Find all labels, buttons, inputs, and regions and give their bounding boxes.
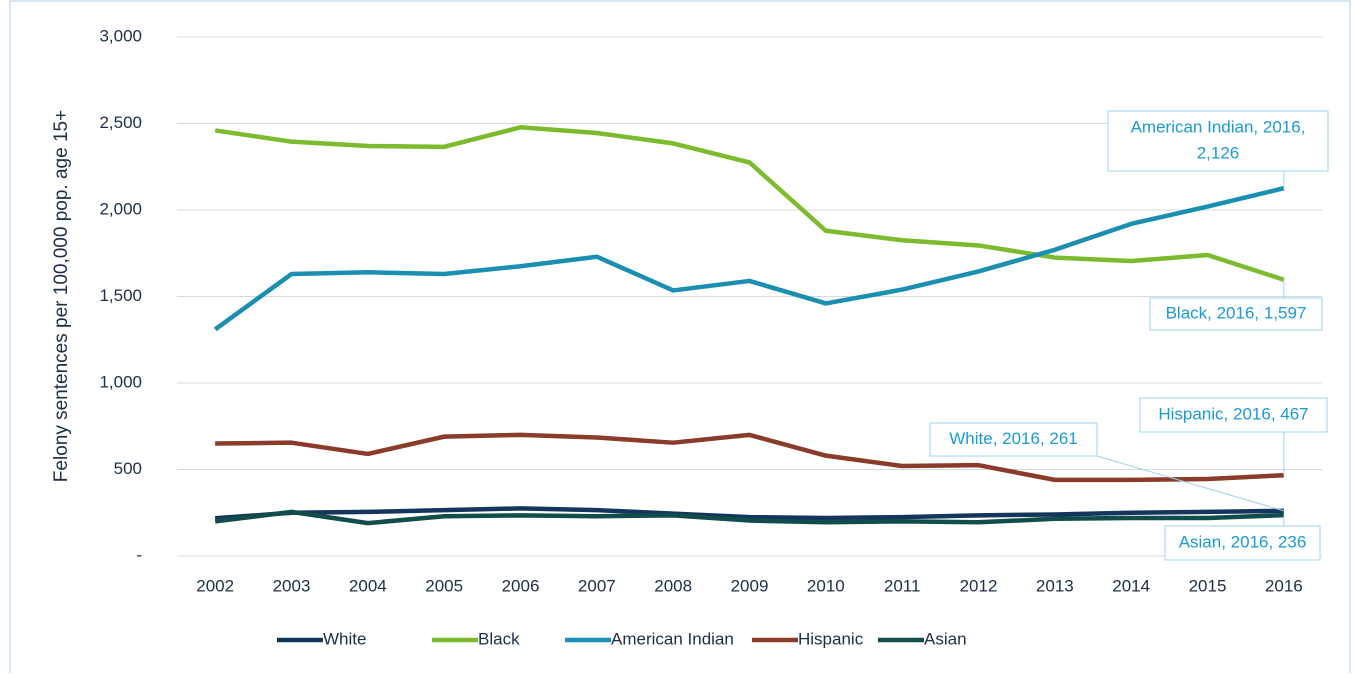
x-tick-label: 2010: [807, 576, 845, 595]
x-tick-label: 2016: [1265, 576, 1303, 595]
x-tick-label: 2008: [654, 576, 692, 595]
x-tick-label: 2011: [884, 576, 921, 595]
legend-label: Black: [478, 629, 520, 648]
x-tick-label: 2004: [349, 576, 387, 595]
chart-border: [9, 0, 1351, 678]
annotation-leader: [1096, 455, 1284, 512]
annotation-text: White, 2016, 261: [949, 429, 1078, 448]
y-axis-title: Felony sentences per 100,000 pop. age 15…: [51, 110, 72, 482]
y-tick-label: -: [136, 545, 142, 564]
data-line: [214, 509, 1284, 526]
annotation-box: [1164, 525, 1321, 561]
annotation-box: [1139, 397, 1328, 433]
annotation-box: [929, 422, 1098, 457]
data-line: [215, 506, 1284, 521]
y-tick-label: 2,000: [99, 199, 142, 218]
data-line: [215, 432, 1284, 483]
x-tick-label: 2005: [425, 576, 463, 595]
x-tick-label: 2013: [1036, 576, 1074, 595]
x-tick-label: 2012: [960, 576, 998, 595]
x-tick-label: 2014: [1112, 576, 1150, 595]
annotation-text: American Indian, 2016,: [1131, 117, 1306, 136]
x-tick-label: 2015: [1189, 576, 1227, 595]
y-tick-label: 1,500: [99, 286, 142, 305]
x-tick-label: 2003: [273, 576, 311, 595]
y-tick-label: 3,000: [99, 26, 142, 45]
annotation-text: Hispanic, 2016, 467: [1158, 404, 1308, 423]
x-tick-label: 2009: [731, 576, 769, 595]
annotation-box: [1149, 297, 1323, 331]
legend-label: White: [323, 629, 366, 648]
y-tick-label: 500: [114, 459, 142, 478]
annotation-box: [1107, 110, 1329, 172]
x-tick-label: 2007: [578, 576, 616, 595]
legend-label: Asian: [924, 629, 967, 648]
legend-label: Hispanic: [798, 629, 864, 648]
y-tick-label: 2,500: [99, 113, 142, 132]
y-tick-label: 1,000: [99, 372, 142, 391]
annotation-text: 2,126: [1197, 143, 1240, 162]
data-line: [213, 186, 1285, 332]
annotation-text: Black, 2016, 1,597: [1166, 303, 1307, 322]
x-tick-label: 2006: [502, 576, 540, 595]
annotation-text: Asian, 2016, 236: [1179, 532, 1307, 551]
legend-label: American Indian: [611, 629, 734, 648]
data-line: [214, 125, 1285, 282]
x-tick-label: 2002: [196, 576, 234, 595]
